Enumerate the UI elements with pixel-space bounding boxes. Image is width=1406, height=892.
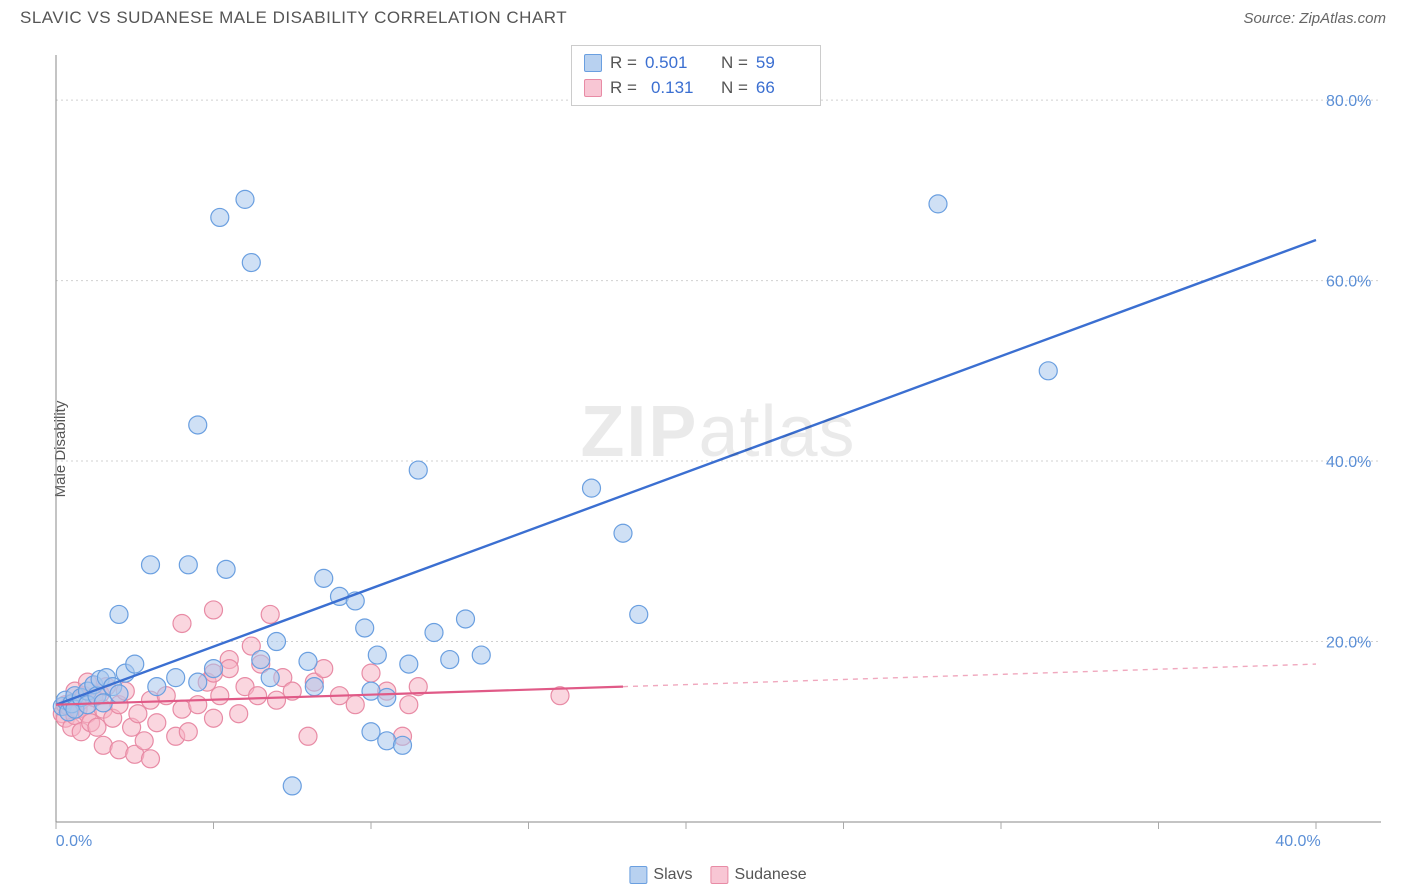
svg-text:0.0%: 0.0% xyxy=(56,833,92,850)
svg-text:40.0%: 40.0% xyxy=(1326,454,1371,471)
swatch-slavs-icon xyxy=(629,866,647,884)
chart-source: Source: ZipAtlas.com xyxy=(1243,10,1386,27)
legend-item-slavs: Slavs xyxy=(629,866,692,884)
swatch-sudanese-icon xyxy=(584,79,602,97)
plot-area: Male Disability 0.0%40.0%20.0%40.0%60.0%… xyxy=(50,45,1386,852)
stats-legend-box: R = 0.501 N = 59 R = 0.131 N = 66 xyxy=(571,45,821,106)
svg-text:20.0%: 20.0% xyxy=(1326,635,1371,652)
svg-text:80.0%: 80.0% xyxy=(1326,93,1371,110)
legend-label: Slavs xyxy=(653,866,692,884)
svg-text:40.0%: 40.0% xyxy=(1275,833,1320,850)
scatter-plot: 0.0%40.0%20.0%40.0%60.0%80.0% ZIPatlas R… xyxy=(50,45,1386,852)
swatch-sudanese-icon xyxy=(711,866,729,884)
stats-row-slavs: R = 0.501 N = 59 xyxy=(584,51,808,76)
swatch-slavs-icon xyxy=(584,54,602,72)
chart-header: SLAVIC VS SUDANESE MALE DISABILITY CORRE… xyxy=(0,0,1406,32)
legend-item-sudanese: Sudanese xyxy=(711,866,807,884)
chart-title: SLAVIC VS SUDANESE MALE DISABILITY CORRE… xyxy=(20,8,567,28)
bottom-legend: Slavs Sudanese xyxy=(629,866,806,884)
svg-text:60.0%: 60.0% xyxy=(1326,274,1371,291)
legend-label: Sudanese xyxy=(735,866,807,884)
stats-row-sudanese: R = 0.131 N = 66 xyxy=(584,76,808,101)
